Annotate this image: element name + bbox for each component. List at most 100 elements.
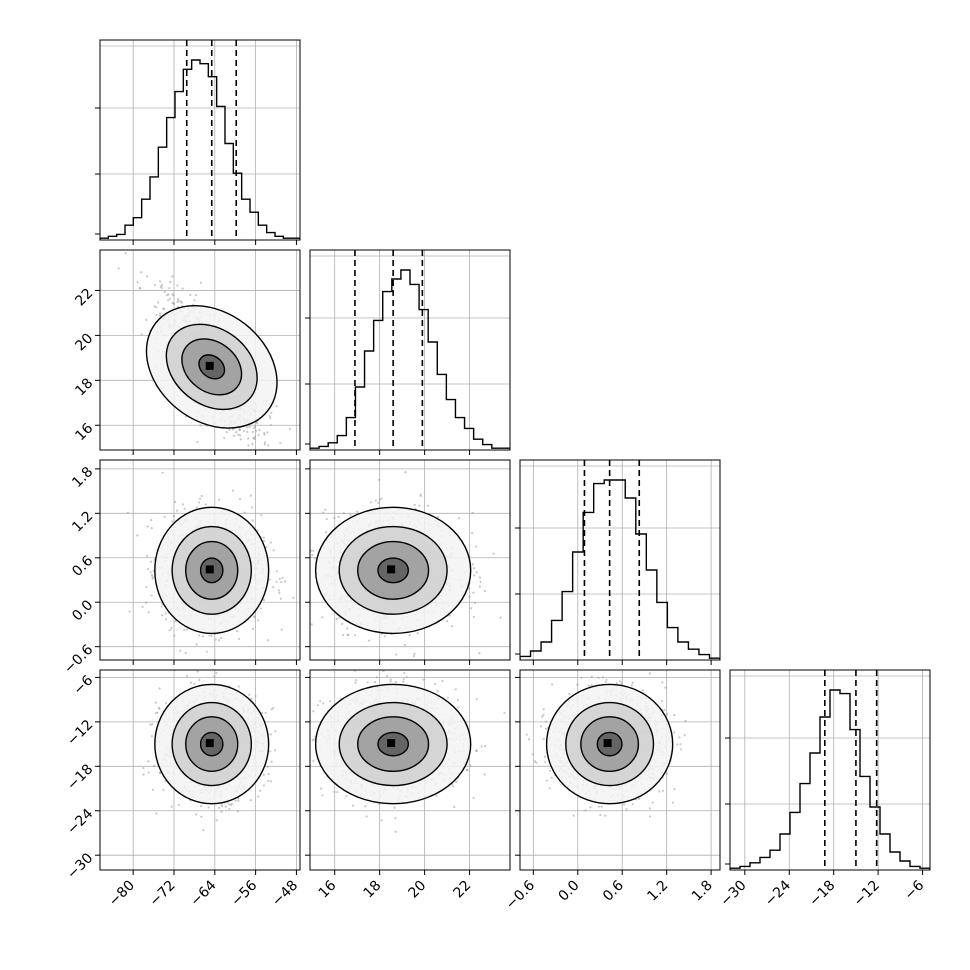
sample-point <box>158 280 162 283</box>
y-tick-label: −18 <box>64 761 96 793</box>
panel-0-0 <box>95 39 301 245</box>
sample-point <box>126 511 130 514</box>
sample-point <box>479 580 482 583</box>
sample-point <box>149 560 153 563</box>
contour-line <box>171 701 253 787</box>
sample-point <box>273 749 277 752</box>
sample-point <box>199 804 203 808</box>
sample-point <box>157 706 161 709</box>
sample-point <box>512 734 514 736</box>
sample-point <box>179 649 182 652</box>
sample-point <box>262 539 266 543</box>
sample-point <box>293 545 295 547</box>
sample-point <box>346 627 349 630</box>
sample-point <box>193 682 196 686</box>
sample-point <box>220 803 223 806</box>
sample-point <box>266 765 269 768</box>
sample-point <box>253 615 256 618</box>
sample-point <box>168 629 171 632</box>
y-tick-label: 16 <box>72 420 96 444</box>
sample-point <box>156 711 159 714</box>
sample-point <box>145 585 148 589</box>
sample-point <box>147 568 150 571</box>
sample-point <box>448 614 451 617</box>
sample-point <box>267 779 270 782</box>
sample-point <box>269 733 272 736</box>
sample-point <box>453 805 456 809</box>
sample-point <box>271 706 275 710</box>
sample-point <box>238 637 241 640</box>
density-peak <box>387 565 396 574</box>
sample-point <box>307 726 309 728</box>
sample-point <box>270 760 273 763</box>
sample-point <box>195 294 198 297</box>
sample-point <box>219 637 223 640</box>
sample-point <box>155 812 158 815</box>
sample-point <box>248 693 251 696</box>
sample-point <box>236 630 239 633</box>
sample-point <box>198 497 202 500</box>
sample-point <box>499 616 502 619</box>
contour-line <box>338 525 448 615</box>
sample-point <box>199 281 203 284</box>
sample-point <box>268 414 271 418</box>
sample-point <box>138 286 141 290</box>
sample-point <box>250 506 254 509</box>
sample-point <box>176 284 179 287</box>
sample-point <box>210 634 213 637</box>
sample-point <box>144 601 148 604</box>
panel-frame <box>309 459 511 661</box>
sample-point <box>189 293 192 297</box>
density-peak <box>205 361 214 370</box>
x-tick-label: −64 <box>187 877 219 909</box>
sample-point <box>281 576 284 579</box>
sample-point <box>185 628 188 631</box>
sample-point <box>225 430 228 434</box>
sample-point <box>223 436 226 440</box>
sample-point <box>279 597 282 600</box>
sample-point <box>275 580 278 583</box>
sample-point <box>457 517 461 520</box>
sample-point <box>246 430 249 433</box>
sample-point <box>242 429 246 432</box>
sample-point <box>278 591 281 594</box>
sample-point <box>155 305 158 309</box>
sample-point <box>418 504 421 507</box>
sample-point <box>205 650 208 653</box>
sample-point <box>263 433 266 436</box>
sample-point <box>275 570 278 573</box>
y-tick-label: −0.6 <box>61 642 96 677</box>
sample-point <box>269 750 272 753</box>
sample-point <box>346 634 349 637</box>
sample-point <box>367 639 371 642</box>
sample-point <box>163 515 166 518</box>
sample-point <box>140 271 143 274</box>
contour-line <box>181 338 243 396</box>
sample-point <box>385 674 389 677</box>
sample-point <box>128 610 131 613</box>
sample-point <box>151 788 155 791</box>
sample-point <box>324 531 328 534</box>
sample-point <box>307 578 309 580</box>
sample-point <box>252 426 256 430</box>
sample-point <box>380 497 383 500</box>
sample-point <box>473 567 476 570</box>
panel-frame <box>99 39 301 241</box>
sample-point <box>247 437 250 440</box>
sample-point <box>217 639 221 642</box>
sample-point <box>279 442 282 445</box>
sample-point <box>151 577 154 580</box>
sample-point <box>251 443 254 446</box>
y-tick-label: 18 <box>72 375 96 399</box>
sample-point <box>452 785 455 788</box>
sample-point <box>251 627 255 631</box>
sample-point <box>311 549 315 552</box>
sample-point <box>325 517 328 521</box>
sample-point <box>253 425 257 428</box>
sample-point <box>272 585 275 589</box>
sample-point <box>436 690 439 693</box>
sample-point <box>471 531 474 535</box>
sample-point <box>142 773 145 776</box>
sample-point <box>238 428 241 431</box>
sample-point <box>156 301 160 304</box>
